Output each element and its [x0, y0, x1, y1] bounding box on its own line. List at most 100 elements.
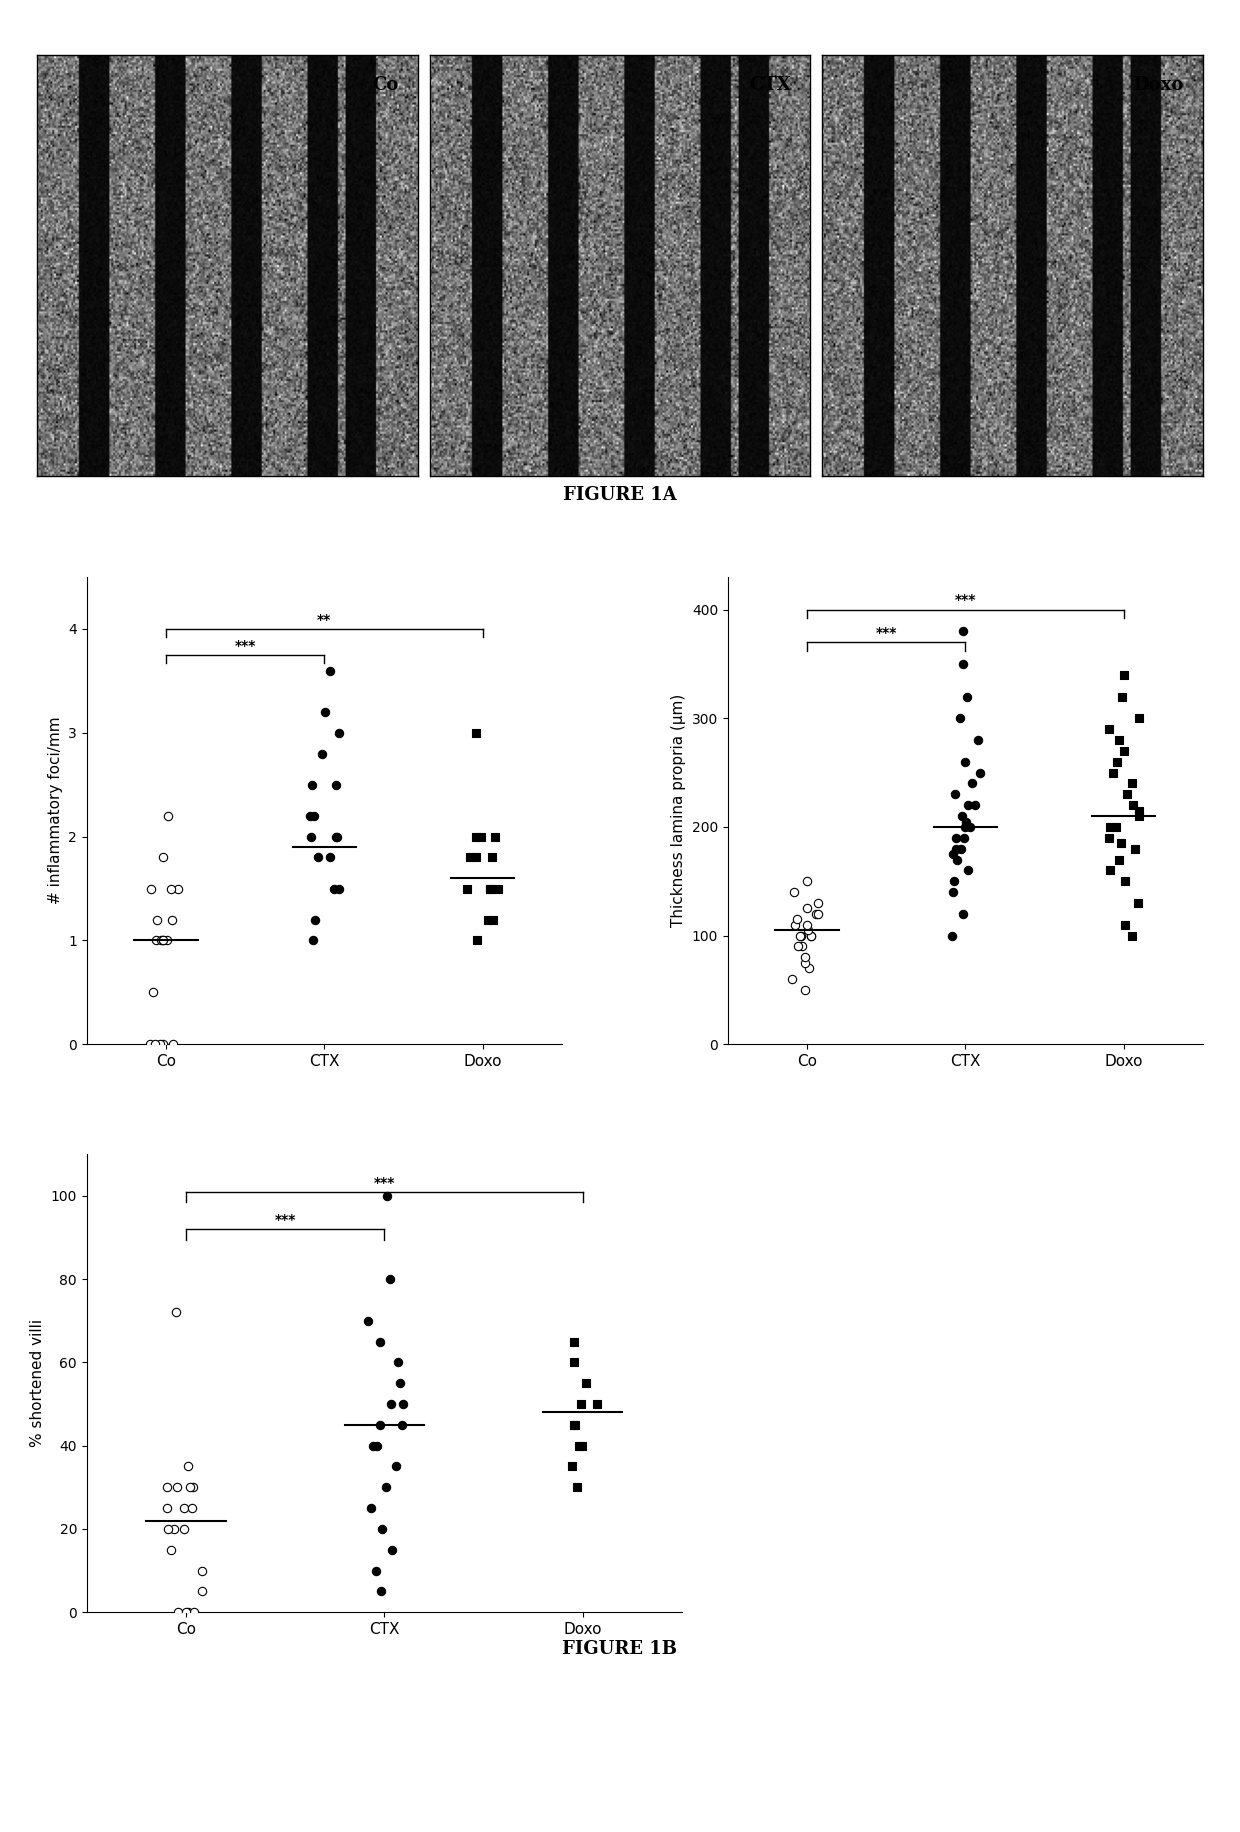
- Point: [460, 843, 480, 872]
- Point: [174, 1515, 193, 1544]
- Text: CTX: CTX: [749, 77, 791, 93]
- Point: [957, 682, 977, 711]
- Point: [1110, 845, 1130, 874]
- Point: [466, 823, 486, 852]
- Point: [157, 1493, 177, 1522]
- Point: [954, 649, 973, 678]
- Point: [320, 843, 340, 872]
- Point: [799, 953, 818, 982]
- Point: [801, 921, 821, 951]
- Point: [1110, 725, 1130, 755]
- Point: [944, 867, 963, 896]
- Point: [572, 1389, 591, 1418]
- Point: [1112, 682, 1132, 711]
- Text: ***: ***: [373, 1176, 396, 1189]
- Point: [381, 1264, 401, 1293]
- Point: [481, 874, 501, 903]
- Point: [327, 823, 347, 852]
- Point: [192, 1577, 212, 1607]
- Point: [151, 925, 171, 954]
- Point: [797, 867, 817, 896]
- Point: [577, 1369, 596, 1398]
- Point: [959, 791, 978, 821]
- Point: [1104, 758, 1123, 788]
- Text: ***: ***: [875, 627, 897, 639]
- Point: [154, 925, 174, 954]
- Point: [367, 1431, 387, 1460]
- Point: [180, 1473, 200, 1502]
- Point: [165, 1515, 185, 1544]
- Point: [320, 656, 340, 685]
- Point: [954, 617, 973, 647]
- Y-axis label: Thickness lamina propria (µm): Thickness lamina propria (µm): [671, 694, 686, 927]
- Point: [564, 1348, 584, 1378]
- Point: [154, 843, 174, 872]
- Point: [1114, 660, 1133, 689]
- Point: [960, 812, 980, 841]
- Point: [955, 823, 975, 852]
- Point: [1128, 795, 1148, 824]
- Point: [301, 823, 321, 852]
- Point: [801, 921, 821, 951]
- Point: [329, 874, 348, 903]
- Point: [393, 1389, 413, 1418]
- Text: Co: Co: [373, 77, 399, 93]
- Point: [305, 905, 325, 934]
- Point: [157, 925, 177, 954]
- Point: [366, 1555, 386, 1585]
- Point: [941, 921, 961, 951]
- Point: [947, 845, 967, 874]
- Point: [361, 1493, 381, 1522]
- Point: [782, 964, 802, 993]
- Point: [564, 1411, 584, 1440]
- Point: [162, 905, 182, 934]
- Point: [372, 1515, 392, 1544]
- Point: [954, 900, 973, 929]
- Point: [167, 1598, 187, 1627]
- Point: [392, 1411, 412, 1440]
- Point: [466, 843, 486, 872]
- Point: [363, 1431, 383, 1460]
- Text: **: **: [317, 614, 331, 627]
- Point: [304, 801, 324, 830]
- Point: [962, 769, 982, 799]
- Point: [466, 718, 486, 747]
- Point: [386, 1451, 405, 1480]
- Point: [784, 878, 804, 907]
- Point: [568, 1473, 588, 1502]
- Point: [300, 801, 320, 830]
- Point: [795, 975, 815, 1004]
- Point: [161, 874, 181, 903]
- Point: [466, 925, 486, 954]
- Point: [370, 1326, 389, 1356]
- Point: [1128, 889, 1148, 918]
- Point: [787, 932, 807, 962]
- Point: [324, 874, 343, 903]
- Point: [167, 1473, 187, 1502]
- Point: [790, 921, 810, 951]
- Point: [482, 843, 502, 872]
- Point: [182, 1493, 202, 1522]
- Point: [162, 1030, 182, 1059]
- Point: [146, 905, 166, 934]
- Point: [471, 823, 491, 852]
- Point: [370, 1411, 389, 1440]
- Point: [489, 874, 508, 903]
- Point: [175, 1493, 195, 1522]
- Point: [808, 900, 828, 929]
- Point: [301, 769, 321, 799]
- Point: [479, 905, 498, 934]
- Point: [956, 747, 976, 777]
- Point: [309, 843, 329, 872]
- Point: [184, 1473, 203, 1502]
- Point: [382, 1389, 402, 1418]
- Point: [797, 894, 817, 923]
- Point: [588, 1389, 608, 1418]
- Text: ***: ***: [234, 639, 255, 652]
- Point: [1130, 703, 1149, 733]
- Point: [159, 1515, 179, 1544]
- Point: [1100, 714, 1120, 744]
- Point: [942, 878, 962, 907]
- Point: [1115, 736, 1135, 766]
- Y-axis label: % shortened villi: % shortened villi: [30, 1319, 45, 1447]
